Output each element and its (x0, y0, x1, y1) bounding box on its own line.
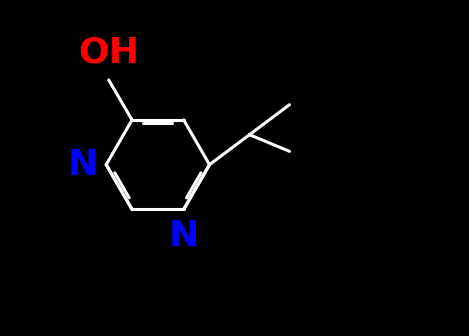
Text: OH: OH (78, 36, 139, 70)
Text: N: N (168, 219, 199, 253)
Text: N: N (68, 148, 98, 182)
